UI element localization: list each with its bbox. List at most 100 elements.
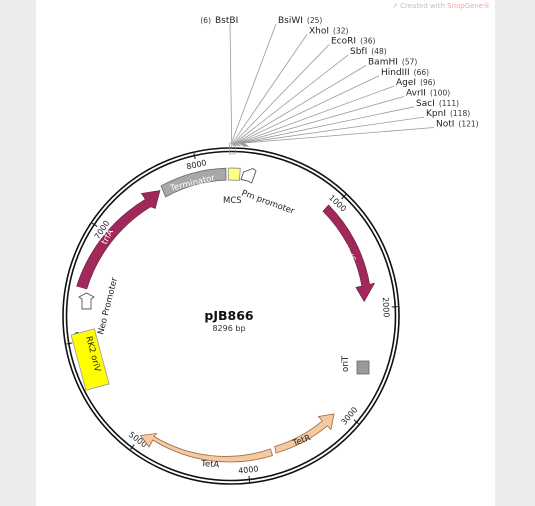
leader-line-EcoRI-upper xyxy=(233,44,330,144)
restriction-site-BsiWI[interactable]: BsiWI (25) xyxy=(278,16,322,26)
orit-box xyxy=(356,360,370,375)
backbone-inner-ring xyxy=(65,150,397,482)
restriction-site-KpnI[interactable]: KpnI (118) xyxy=(426,109,470,119)
leader-line-HindIII-upper xyxy=(237,75,380,144)
leader-line-XhoI xyxy=(232,142,236,147)
site-name: NotI xyxy=(436,120,454,130)
site-position: (100) xyxy=(430,88,450,97)
site-position: (36) xyxy=(360,37,375,46)
xyls-feature[interactable]: XylS xyxy=(322,204,376,303)
rk2-oriv-box xyxy=(70,328,110,391)
restriction-site-SacI[interactable]: SacI (111) xyxy=(416,99,459,109)
mcs-box xyxy=(227,167,241,181)
snapgene-watermark: ↗ Created with SnapGene® xyxy=(392,2,490,10)
restriction-site-BamHI[interactable]: BamHI (57) xyxy=(368,57,417,67)
site-position: (118) xyxy=(450,109,470,118)
tetr-label: TetR xyxy=(291,433,313,449)
plasmid-name: pJB866 xyxy=(204,308,254,323)
site-position: (96) xyxy=(420,78,435,87)
orit-feature[interactable]: oriT xyxy=(341,355,370,375)
restriction-site-SbfI[interactable]: SbfI (48) xyxy=(350,47,387,57)
site-name: XhoI xyxy=(309,26,329,36)
site-leader-lines xyxy=(229,22,435,155)
tetr-feature[interactable]: TetR xyxy=(274,413,335,454)
leader-line-KpnI-upper xyxy=(242,116,425,144)
leader-line-BsiWI xyxy=(231,142,235,147)
scale-tick-4000 xyxy=(248,475,251,483)
trfa-feature[interactable]: trfA xyxy=(76,190,161,290)
site-position: (66) xyxy=(414,68,429,77)
teta-feature[interactable]: TetA xyxy=(139,432,273,471)
scale-tick-7000 xyxy=(91,222,98,227)
restriction-site-list: (6) BstBI BsiWI (25)XhoI (32) EcoRI (36)SbfI (4… xyxy=(200,16,478,130)
restriction-site-NotI[interactable]: NotI (121) xyxy=(436,120,479,130)
leader-line-NotI xyxy=(243,142,249,148)
orit-label: oriT xyxy=(341,355,351,372)
leader-line-SacI-upper xyxy=(240,106,415,144)
watermark-prefix: Created with xyxy=(400,2,448,10)
rk2-oriv-feature[interactable]: RK2 oriV xyxy=(70,328,110,391)
xyls-arrow xyxy=(322,204,376,303)
pm-promoter-arrow xyxy=(240,167,257,184)
scale-tick-label-4000: 4000 xyxy=(238,464,259,475)
plasmid-size: 8296 bp xyxy=(212,324,245,333)
site-position: (57) xyxy=(402,57,417,66)
site-name: KpnI xyxy=(426,109,446,119)
leader-line-AgeI-upper xyxy=(238,85,395,144)
leader-line-BstBI xyxy=(229,22,233,149)
neo-promoter-label: Neo Promoter xyxy=(96,276,120,336)
site-name: SbfI xyxy=(350,47,367,57)
leader-line-HindIII xyxy=(237,142,241,147)
leader-line-BamHI-upper xyxy=(235,65,367,144)
site-name: AgeI xyxy=(396,78,416,88)
terminator-arc xyxy=(160,167,227,198)
scale-tick-1000 xyxy=(341,194,347,200)
site-position: (121) xyxy=(458,120,478,129)
site-name: HindIII xyxy=(381,68,410,78)
site-name: BamHI xyxy=(368,57,398,67)
teta-arrow xyxy=(139,432,273,463)
pm-promoter-feature[interactable]: Pm promoter xyxy=(240,167,296,217)
site-position: (32) xyxy=(333,26,348,35)
site-name: SacI xyxy=(416,99,435,109)
restriction-site-AvrII[interactable]: AvrII (100) xyxy=(406,88,450,98)
leader-line-XhoI-upper xyxy=(232,34,308,144)
mcs-feature[interactable]: MCS xyxy=(223,167,242,206)
leader-line-BamHI xyxy=(235,142,240,147)
site-position: (6) xyxy=(200,16,211,25)
leader-line-AgeI xyxy=(238,142,245,147)
leader-line-SacI xyxy=(240,142,248,147)
restriction-site-HindIII[interactable]: HindIII (66) xyxy=(381,68,429,78)
leader-line-AvrII-upper xyxy=(239,96,405,144)
leader-line-AvrII xyxy=(239,142,246,147)
teta-label: TetA xyxy=(200,459,220,470)
site-position: (48) xyxy=(371,47,386,56)
pm-promoter-label: Pm promoter xyxy=(240,188,296,217)
site-name: EcoRI xyxy=(331,37,356,47)
restriction-site-BstBI[interactable]: (6) BstBI xyxy=(200,16,238,26)
site-position: (111) xyxy=(439,99,459,108)
site-name: BsiWI xyxy=(278,16,303,26)
backbone-outer-ring xyxy=(62,147,400,485)
restriction-site-AgeI[interactable]: AgeI (96) xyxy=(396,78,436,88)
trfa-arrow xyxy=(76,190,161,290)
site-position: (25) xyxy=(307,16,322,25)
site-name: AvrII xyxy=(406,88,426,98)
watermark-icon: ↗ xyxy=(392,2,398,10)
restriction-site-EcoRI[interactable]: EcoRI (36) xyxy=(331,37,376,47)
mcs-label: MCS xyxy=(223,196,242,206)
terminator-feature[interactable]: Terminator xyxy=(160,167,227,198)
site-name: BstBI xyxy=(215,16,238,26)
map-panel xyxy=(36,0,495,506)
scale-tick-5000 xyxy=(130,444,135,450)
scale-tick-label-2000: 2000 xyxy=(381,297,391,318)
scale-tick-label-8000: 8000 xyxy=(186,158,208,171)
neo-promoter-arrow xyxy=(78,292,95,310)
leader-line-BsiWI-upper xyxy=(231,23,277,144)
leader-line-NotI-upper xyxy=(243,127,435,144)
scale-tick-8000 xyxy=(193,153,196,160)
restriction-site-XhoI[interactable]: XhoI (32) xyxy=(309,26,349,36)
scale-tick-3000 xyxy=(353,419,359,425)
